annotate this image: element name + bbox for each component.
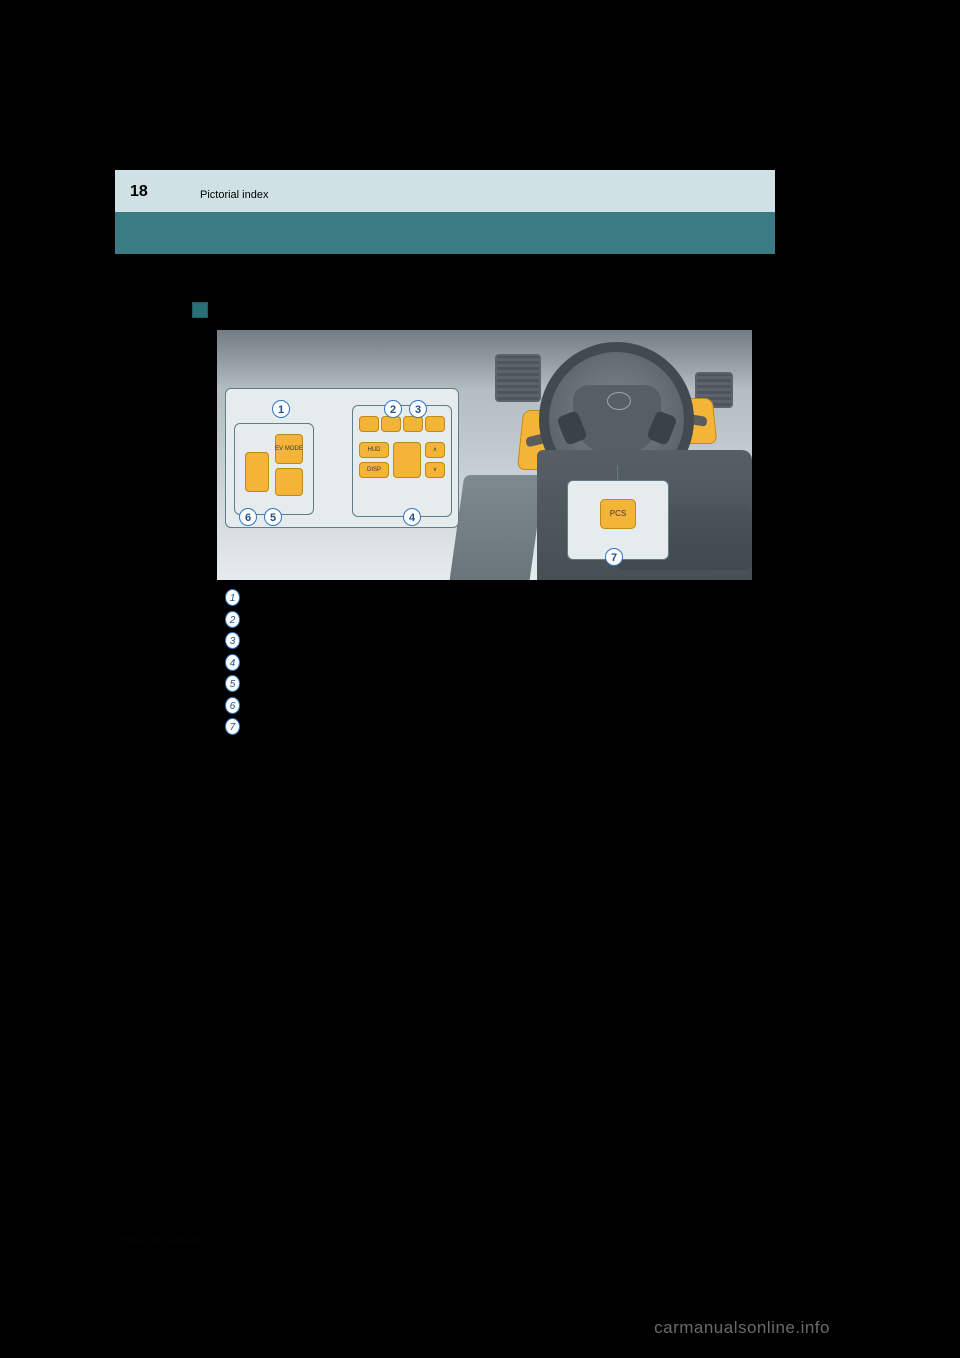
nav-button-icon — [393, 442, 421, 478]
index-item-list: 1 EV drive mode switch* P. 162 2 Instrument … — [225, 588, 773, 739]
adjust-up-icon: ∧ — [425, 442, 445, 458]
callout-subbox-right: HUD DISP ∧ ∨ — [352, 405, 452, 517]
switches-marker-icon — [192, 302, 208, 318]
air-vent-left — [495, 354, 541, 402]
item-dot-leader — [363, 599, 713, 600]
item-dot-leader — [443, 728, 713, 729]
item-badge: 7 — [225, 718, 240, 735]
steering-heat-button-icon — [275, 468, 303, 496]
item-dot-leader — [417, 685, 713, 686]
diagram-badge-4: 4 — [403, 508, 421, 526]
hud-button-icon: HUD — [359, 442, 389, 458]
item-dot-leader — [373, 642, 719, 643]
disp-button-icon: DISP — [359, 462, 389, 478]
item-text: Fuel filler door opener — [249, 700, 711, 712]
leader-line-right — [617, 465, 618, 481]
steering-wheel-logo-icon — [607, 392, 631, 410]
diagram-corner-code: INPC501fs — [714, 570, 748, 577]
diagram-badge-3: 3 — [409, 400, 427, 418]
index-item-row: 4 Head-up display switches* P. 101 — [225, 653, 773, 675]
item-text: EV drive mode switch* — [249, 592, 711, 604]
index-item-row: 1 EV drive mode switch* P. 162 — [225, 588, 773, 610]
diagram-badge-6: 6 — [239, 508, 257, 526]
fuel-door-button-icon — [245, 452, 269, 492]
index-item-row: 6 Fuel filler door opener P. 192 — [225, 696, 773, 718]
callout-subbox-left: EV MODE — [234, 423, 314, 515]
item-dot-leader — [371, 707, 713, 708]
diagram-badge-7: 7 — [605, 548, 623, 566]
panel-light-plus-icon — [381, 416, 401, 432]
item-badge: 5 — [225, 675, 240, 692]
diagram-badge-1: 1 — [272, 400, 290, 418]
item-badge: 1 — [225, 589, 240, 606]
item-text: Head-up display switches* — [249, 657, 711, 669]
item-page-ref: P. 258 — [743, 721, 773, 733]
item-badge: 3 — [225, 632, 240, 649]
panel-light-minus-icon — [359, 416, 379, 432]
pcs-button-icon: PCS — [600, 499, 636, 529]
item-dot-leader — [393, 664, 713, 665]
item-badge: 6 — [225, 697, 240, 714]
door-panel — [450, 475, 545, 580]
item-page-ref: P. 455 — [743, 678, 773, 690]
ev-mode-button-icon: EV MODE — [275, 434, 303, 464]
header-band-dark — [115, 212, 775, 254]
dashboard-diagram: PCS EV MODE HUD DISP ∧ ∨ 1 2 3 4 — [217, 330, 752, 580]
index-item-row: 7 PCS (Pre-Collision System) switch* P. 25… — [225, 717, 773, 739]
item-dot-leader — [459, 621, 719, 622]
item-page-ref: P. 101 — [743, 657, 773, 669]
adjust-down-icon: ∨ — [425, 462, 445, 478]
switches-heading: Switches — [215, 301, 267, 316]
item-page-ref: P. 94 — [749, 614, 773, 626]
page-root: 18 Pictorial index Switches PCS EV MODE — [0, 0, 960, 1358]
item-text: PCS (Pre-Collision System) switch* — [249, 721, 711, 733]
item-page-ref: P. 95 — [749, 635, 773, 647]
item-text: Trip meter reset button — [249, 635, 711, 647]
item-text: Heated steering wheel switch* — [249, 678, 711, 690]
diagram-badge-2: 2 — [384, 400, 402, 418]
index-item-row: 2 Instrument panel light control switches… — [225, 610, 773, 632]
index-item-row: 3 Trip meter reset button P. 95 — [225, 631, 773, 653]
item-page-ref: P. 192 — [743, 700, 773, 712]
item-badge: 4 — [225, 654, 240, 671]
item-text: Instrument panel light control switches — [249, 614, 711, 626]
trip-reset-button-icon — [425, 416, 445, 432]
item-badge: 2 — [225, 611, 240, 628]
index-item-row: 5 Heated steering wheel switch* P. 455 — [225, 674, 773, 696]
panel-km-icon — [403, 416, 423, 432]
header-section-title: Pictorial index — [200, 189, 268, 201]
page-number: 18 — [130, 183, 148, 201]
pdf-filename: CT200h_OM_OM76215U_(U) — [115, 1237, 222, 1246]
diagram-badge-5: 5 — [264, 508, 282, 526]
item-page-ref: P. 162 — [743, 592, 773, 604]
watermark: carmanualsonline.info — [654, 1318, 830, 1338]
